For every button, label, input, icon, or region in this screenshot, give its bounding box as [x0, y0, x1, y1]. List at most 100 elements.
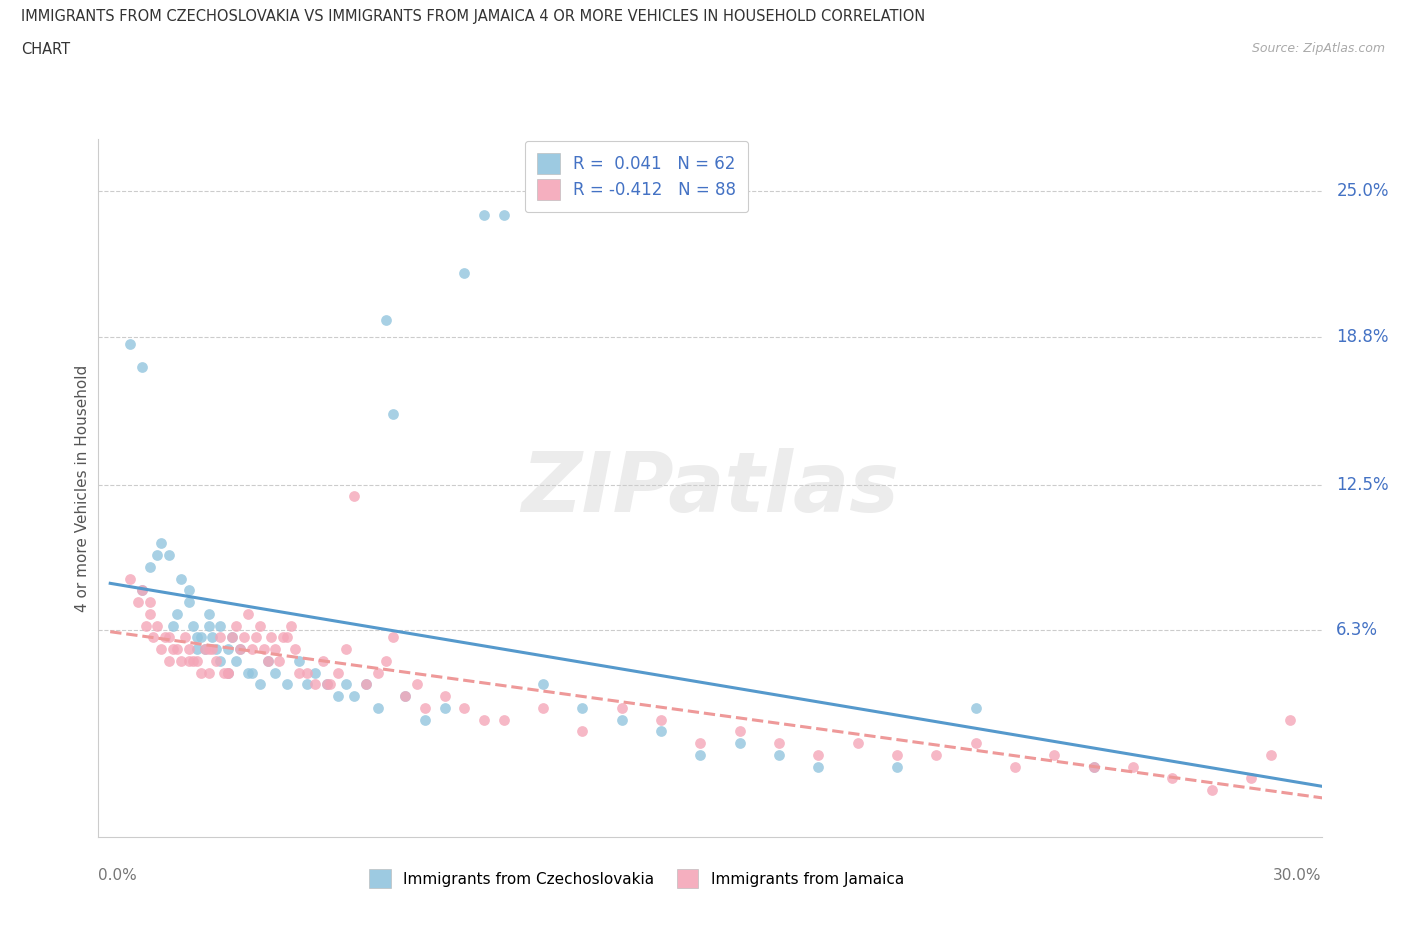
Point	[1083, 759, 1105, 774]
Point	[284, 642, 307, 657]
Point	[155, 630, 177, 644]
Point	[492, 207, 515, 222]
Point	[531, 677, 554, 692]
Point	[131, 360, 153, 375]
Point	[177, 583, 200, 598]
Point	[276, 630, 298, 644]
Point	[1161, 771, 1184, 786]
Point	[157, 548, 180, 563]
Point	[807, 759, 830, 774]
Point	[1279, 712, 1302, 727]
Point	[190, 630, 212, 644]
Point	[319, 677, 342, 692]
Point	[374, 312, 396, 327]
Point	[335, 677, 357, 692]
Point	[472, 207, 495, 222]
Point	[925, 748, 948, 763]
Point	[138, 594, 160, 609]
Point	[354, 677, 377, 692]
Point	[382, 630, 405, 644]
Point	[264, 665, 287, 680]
Point	[217, 665, 239, 680]
Point	[807, 748, 830, 763]
Point	[131, 583, 153, 598]
Point	[170, 571, 193, 586]
Point	[768, 736, 790, 751]
Point	[194, 642, 217, 657]
Point	[249, 677, 271, 692]
Point	[288, 665, 311, 680]
Point	[394, 688, 416, 703]
Point	[229, 642, 252, 657]
Point	[221, 630, 243, 644]
Point	[413, 712, 436, 727]
Point	[1201, 782, 1223, 797]
Point	[177, 594, 200, 609]
Point	[131, 583, 153, 598]
Point	[150, 536, 173, 551]
Point	[197, 642, 219, 657]
Point	[174, 630, 197, 644]
Point	[162, 618, 184, 633]
Point	[177, 642, 200, 657]
Point	[214, 665, 236, 680]
Text: 0.0%: 0.0%	[98, 869, 138, 883]
Point	[610, 712, 633, 727]
Point	[343, 489, 366, 504]
Point	[186, 630, 208, 644]
Point	[225, 618, 247, 633]
Point	[209, 654, 232, 669]
Point	[374, 654, 396, 669]
Point	[142, 630, 165, 644]
Point	[190, 665, 212, 680]
Point	[276, 677, 298, 692]
Point	[846, 736, 869, 751]
Point	[181, 618, 204, 633]
Point	[166, 642, 188, 657]
Text: Source: ZipAtlas.com: Source: ZipAtlas.com	[1251, 42, 1385, 55]
Point	[367, 665, 389, 680]
Point	[1004, 759, 1026, 774]
Point	[406, 677, 429, 692]
Point	[1260, 748, 1282, 763]
Point	[201, 630, 224, 644]
Point	[886, 748, 908, 763]
Point	[433, 688, 456, 703]
Point	[236, 665, 259, 680]
Point	[328, 665, 350, 680]
Point	[453, 266, 475, 281]
Point	[221, 630, 243, 644]
Point	[1240, 771, 1263, 786]
Point	[367, 700, 389, 715]
Point	[295, 665, 318, 680]
Point	[260, 630, 283, 644]
Text: IMMIGRANTS FROM CZECHOSLOVAKIA VS IMMIGRANTS FROM JAMAICA 4 OR MORE VEHICLES IN : IMMIGRANTS FROM CZECHOSLOVAKIA VS IMMIGR…	[21, 9, 925, 24]
Point	[166, 606, 188, 621]
Point	[472, 712, 495, 727]
Legend: Immigrants from Czechoslovakia, Immigrants from Jamaica: Immigrants from Czechoslovakia, Immigran…	[359, 858, 914, 899]
Point	[240, 665, 263, 680]
Point	[413, 700, 436, 715]
Point	[138, 606, 160, 621]
Point	[217, 665, 239, 680]
Point	[1043, 748, 1066, 763]
Point	[170, 654, 193, 669]
Point	[240, 642, 263, 657]
Point	[252, 642, 274, 657]
Point	[768, 748, 790, 763]
Text: ZIPatlas: ZIPatlas	[522, 447, 898, 529]
Point	[197, 665, 219, 680]
Point	[304, 665, 326, 680]
Point	[271, 630, 294, 644]
Text: CHART: CHART	[21, 42, 70, 57]
Point	[194, 642, 217, 657]
Point	[965, 736, 987, 751]
Point	[181, 654, 204, 669]
Point	[256, 654, 278, 669]
Point	[965, 700, 987, 715]
Point	[394, 688, 416, 703]
Point	[205, 642, 228, 657]
Text: 6.3%: 6.3%	[1336, 621, 1378, 639]
Point	[304, 677, 326, 692]
Point	[157, 654, 180, 669]
